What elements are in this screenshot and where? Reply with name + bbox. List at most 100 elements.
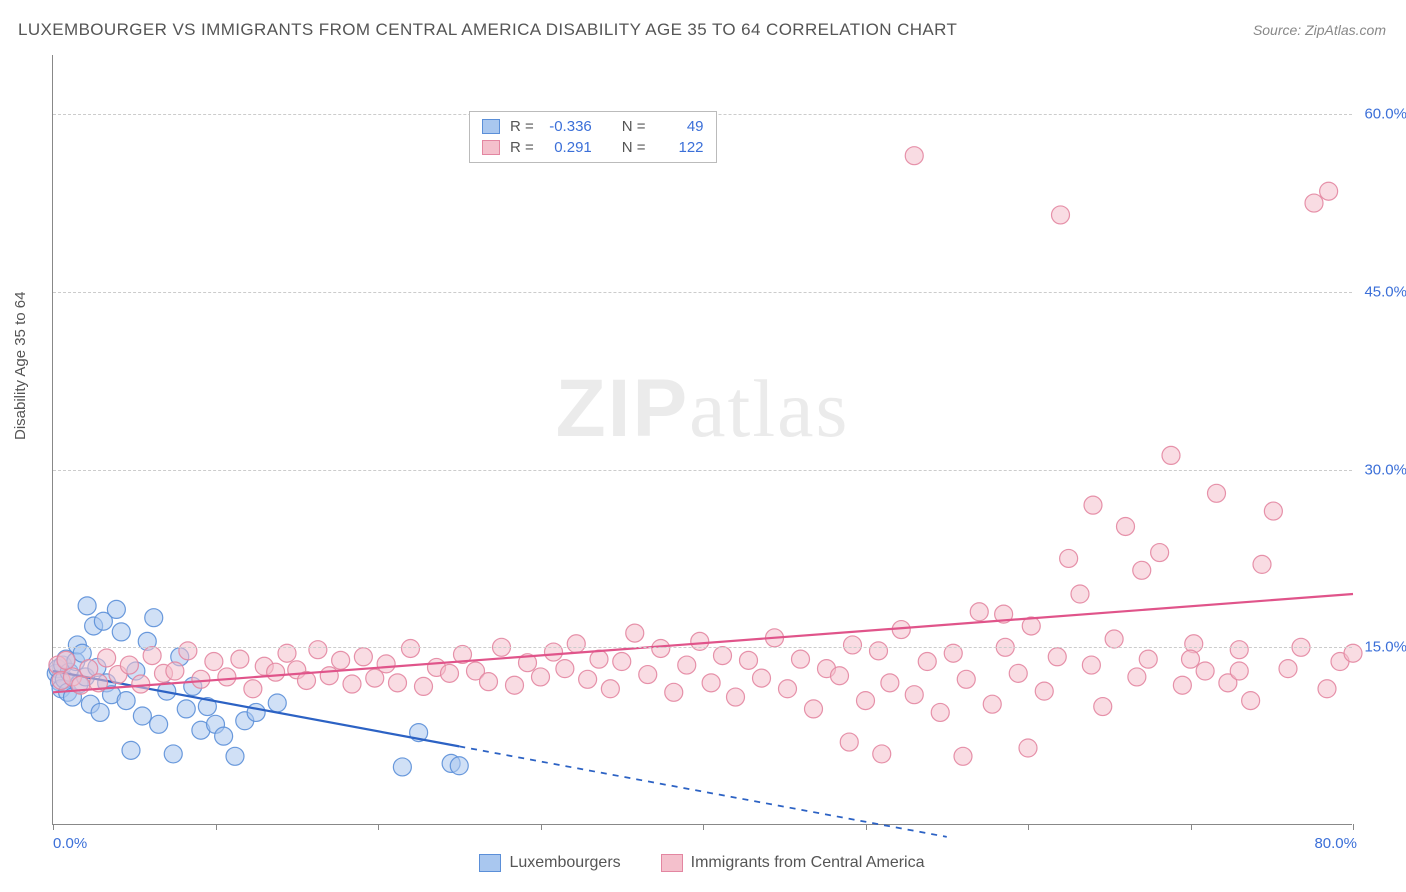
- scatter-point-ca: [870, 642, 888, 660]
- scatter-point-ca: [309, 641, 327, 659]
- legend-swatch-lux: [479, 854, 501, 872]
- scatter-point-ca: [1128, 668, 1146, 686]
- scatter-point-ca: [1242, 692, 1260, 710]
- x-axis-min-label: 0.0%: [53, 835, 87, 852]
- scatter-point-ca: [143, 647, 161, 665]
- scatter-point-ca: [267, 663, 285, 681]
- stats-r-ca: 0.291: [544, 139, 592, 156]
- scatter-point-ca: [601, 680, 619, 698]
- gridline-h: [53, 470, 1352, 471]
- scatter-point-ca: [626, 624, 644, 642]
- y-tick-label: 15.0%: [1364, 639, 1406, 656]
- scatter-point-ca: [805, 700, 823, 718]
- scatter-point-ca: [1082, 656, 1100, 674]
- scatter-point-ca: [613, 653, 631, 671]
- y-axis-label: Disability Age 35 to 64: [12, 292, 29, 440]
- scatter-point-ca: [1139, 650, 1157, 668]
- scatter-point-ca: [1230, 641, 1248, 659]
- scatter-point-ca: [1162, 446, 1180, 464]
- scatter-point-ca: [389, 674, 407, 692]
- scatter-point-ca: [218, 668, 236, 686]
- scatter-point-lux: [268, 694, 286, 712]
- scatter-point-ca: [1320, 182, 1338, 200]
- scatter-point-ca: [480, 673, 498, 691]
- scatter-point-lux: [215, 727, 233, 745]
- scatter-point-ca: [1173, 676, 1191, 694]
- scatter-point-ca: [506, 676, 524, 694]
- scatter-point-ca: [332, 651, 350, 669]
- scatter-point-ca: [579, 670, 597, 688]
- x-tick: [378, 824, 379, 830]
- scatter-point-ca: [1305, 194, 1323, 212]
- scatter-point-ca: [844, 636, 862, 654]
- trendline-ca: [53, 594, 1353, 692]
- y-tick-label: 30.0%: [1364, 461, 1406, 478]
- scatter-point-ca: [957, 670, 975, 688]
- scatter-point-ca: [532, 668, 550, 686]
- scatter-point-ca: [1264, 502, 1282, 520]
- stats-r-label: R =: [510, 118, 534, 135]
- scatter-point-ca: [1230, 662, 1248, 680]
- chart-title: LUXEMBOURGER VS IMMIGRANTS FROM CENTRAL …: [18, 20, 957, 40]
- scatter-point-lux: [177, 700, 195, 718]
- scatter-point-ca: [1009, 664, 1027, 682]
- scatter-point-ca: [441, 664, 459, 682]
- legend-swatch-ca: [661, 854, 683, 872]
- scatter-point-ca: [1133, 561, 1151, 579]
- stats-swatch-lux: [482, 119, 500, 134]
- legend-item-ca: Immigrants from Central America: [661, 854, 925, 872]
- stats-n-label: N =: [622, 118, 646, 135]
- scatter-point-lux: [247, 703, 265, 721]
- x-tick: [216, 824, 217, 830]
- scatter-point-ca: [377, 655, 395, 673]
- scatter-point-lux: [150, 715, 168, 733]
- scatter-point-ca: [1071, 585, 1089, 603]
- gridline-h: [53, 647, 1352, 648]
- scatter-point-ca: [545, 643, 563, 661]
- scatter-point-ca: [1060, 549, 1078, 567]
- source-attribution: Source: ZipAtlas.com: [1253, 22, 1386, 38]
- stats-swatch-ca: [482, 140, 500, 155]
- scatter-point-ca: [402, 639, 420, 657]
- scatter-point-ca: [678, 656, 696, 674]
- scatter-point-ca: [1052, 206, 1070, 224]
- scatter-point-ca: [1279, 660, 1297, 678]
- bottom-legend: Luxembourgers Immigrants from Central Am…: [52, 854, 1352, 872]
- scatter-point-ca: [166, 662, 184, 680]
- scatter-point-ca: [753, 669, 771, 687]
- scatter-point-ca: [954, 747, 972, 765]
- scatter-point-ca: [1196, 662, 1214, 680]
- scatter-point-ca: [905, 147, 923, 165]
- scatter-point-lux: [133, 707, 151, 725]
- scatter-point-ca: [779, 680, 797, 698]
- plot-area: ZIPatlas R = -0.336 N = 49 R = 0.291 N =…: [52, 55, 1352, 825]
- stats-row-ca: R = 0.291 N = 122: [482, 137, 704, 158]
- scatter-point-ca: [727, 688, 745, 706]
- y-tick-label: 60.0%: [1364, 106, 1406, 123]
- scatter-point-ca: [857, 692, 875, 710]
- stats-legend-box: R = -0.336 N = 49 R = 0.291 N = 122: [469, 111, 717, 163]
- legend-label-lux: Luxembourgers: [509, 854, 620, 872]
- scatter-point-ca: [740, 651, 758, 669]
- scatter-point-ca: [320, 667, 338, 685]
- scatter-point-ca: [1019, 739, 1037, 757]
- scatter-point-ca: [57, 651, 75, 669]
- scatter-point-ca: [1094, 698, 1112, 716]
- scatter-point-ca: [98, 649, 116, 667]
- scatter-point-ca: [132, 675, 150, 693]
- x-axis-max-label: 80.0%: [1314, 835, 1357, 852]
- x-tick: [1191, 824, 1192, 830]
- scatter-point-ca: [983, 695, 1001, 713]
- legend-item-lux: Luxembourgers: [479, 854, 620, 872]
- scatter-point-ca: [918, 653, 936, 671]
- scatter-point-lux: [122, 741, 140, 759]
- stats-r-lux: -0.336: [544, 118, 592, 135]
- y-tick-label: 45.0%: [1364, 283, 1406, 300]
- stats-n-ca: 122: [656, 139, 704, 156]
- scatter-point-ca: [714, 647, 732, 665]
- scatter-point-lux: [112, 623, 130, 641]
- x-tick: [703, 824, 704, 830]
- scatter-point-ca: [179, 642, 197, 660]
- x-tick: [1028, 824, 1029, 830]
- scatter-point-ca: [1182, 650, 1200, 668]
